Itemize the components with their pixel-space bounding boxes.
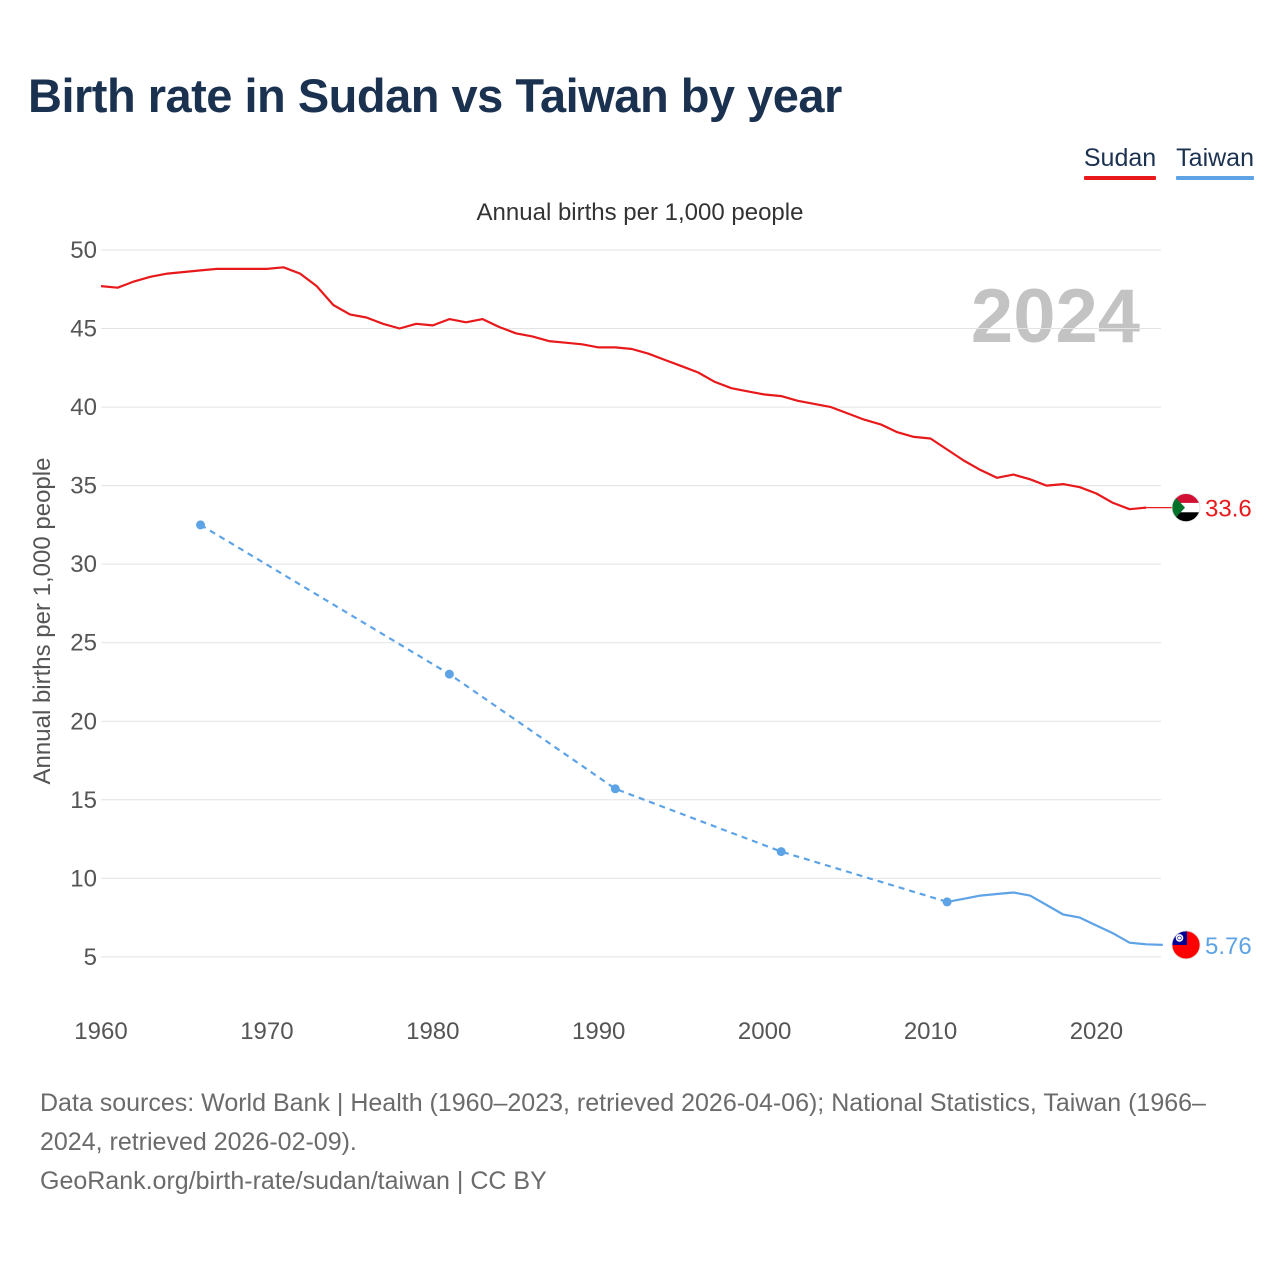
legend-label-sudan: Sudan xyxy=(1083,144,1157,172)
y-tick-label: 25 xyxy=(70,630,97,657)
y-axis-ticks: 5 10 15 20 25 30 35 40 45 50 xyxy=(70,237,97,971)
series-line-taiwan-dashed xyxy=(199,523,948,903)
taiwan-data-point xyxy=(196,520,206,530)
year-watermark: 2024 xyxy=(971,274,1140,359)
legend-swatch-taiwan xyxy=(1176,176,1254,180)
taiwan-data-point xyxy=(776,847,786,857)
page-title: Birth rate in Sudan vs Taiwan by year xyxy=(28,69,842,122)
y-tick-label: 40 xyxy=(70,394,97,421)
end-label-taiwan: 5.76 xyxy=(1205,933,1252,960)
x-tick-label: 2000 xyxy=(738,1018,791,1045)
taiwan-data-point xyxy=(444,669,454,679)
y-axis-label: Annual births per 1,000 people xyxy=(29,458,56,785)
x-tick-label: 1980 xyxy=(406,1018,459,1045)
x-tick-label: 1970 xyxy=(240,1018,293,1045)
y-tick-label: 45 xyxy=(70,316,97,343)
x-tick-label: 1960 xyxy=(74,1018,127,1045)
legend-item-taiwan[interactable]: Taiwan xyxy=(1176,144,1254,182)
legend-label-taiwan: Taiwan xyxy=(1176,144,1254,172)
x-axis-ticks: 1960 1970 1980 1990 2000 2010 2020 xyxy=(74,1018,1123,1045)
end-label-sudan: 33.6 xyxy=(1205,496,1252,523)
x-tick-label: 2010 xyxy=(904,1018,957,1045)
line-chart: Annual births per 1,000 people 2024 Annu… xyxy=(29,199,1252,1045)
taiwan-data-point xyxy=(610,784,620,794)
series-line-sudan xyxy=(100,266,1147,511)
y-tick-label: 50 xyxy=(70,237,97,264)
sudan-flag-icon xyxy=(1172,493,1200,522)
credit-line: GeoRank.org/birth-rate/sudan/taiwan | CC… xyxy=(40,1167,547,1195)
series-line-taiwan xyxy=(946,891,1163,946)
x-tick-label: 2020 xyxy=(1070,1018,1123,1045)
y-tick-label: 30 xyxy=(70,551,97,578)
y-tick-label: 20 xyxy=(70,708,97,735)
x-tick-label: 1990 xyxy=(572,1018,625,1045)
end-markers: 33.6 5.76 xyxy=(1171,493,1252,960)
grid-lines xyxy=(101,249,1161,958)
legend-swatch-sudan xyxy=(1083,176,1157,180)
data-sources: Data sources: World Bank | Health (1960–… xyxy=(40,1089,1206,1156)
legend-item-sudan[interactable]: Sudan xyxy=(1083,144,1157,182)
chart-legend: Sudan Taiwan xyxy=(1083,144,1254,182)
y-tick-label: 15 xyxy=(70,787,97,814)
y-tick-label: 10 xyxy=(70,865,97,892)
series-layer xyxy=(100,266,1186,946)
chart-subtitle: Annual births per 1,000 people xyxy=(477,199,804,226)
y-tick-label: 35 xyxy=(70,473,97,500)
y-tick-label: 5 xyxy=(84,944,97,971)
chart-footer: Data sources: World Bank | Health (1960–… xyxy=(40,1084,1250,1201)
